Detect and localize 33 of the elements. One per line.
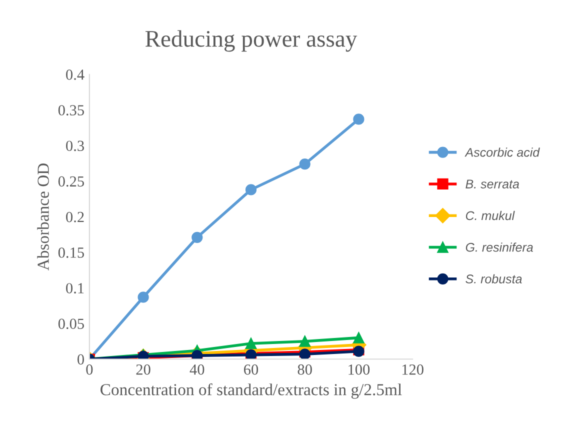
point xyxy=(138,292,149,303)
point xyxy=(299,336,310,347)
legend-label: Ascorbic acid xyxy=(464,148,540,157)
legend-label: G. resinifera xyxy=(466,242,533,252)
x-tick-label: 100 xyxy=(348,364,370,375)
x-tick-label: 20 xyxy=(136,364,150,375)
x-tick-label: 120 xyxy=(402,364,424,375)
point xyxy=(245,338,257,350)
point xyxy=(192,232,203,243)
x-tick-label: 60 xyxy=(244,364,258,375)
y-tick-label: 0.25 xyxy=(58,176,84,187)
legend-label: C. mukul xyxy=(466,210,515,220)
legend-label: B. serrata xyxy=(466,180,520,188)
y-tick-label: 0.4 xyxy=(66,70,84,80)
y-axis-title: Absorbance OD xyxy=(37,164,49,271)
point xyxy=(299,348,310,360)
point xyxy=(353,114,364,125)
x-tick-label: 80 xyxy=(298,364,312,375)
y-tick-label: 0.1 xyxy=(66,283,84,294)
x-axis-title: Concentration of standard/extracts in g/2.5ml xyxy=(100,383,402,399)
y-tick-label: 0.35 xyxy=(58,105,84,116)
x-tick-label: 0 xyxy=(86,364,93,375)
y-tick-label: 0.15 xyxy=(58,247,84,258)
y-tick-label: 0.2 xyxy=(66,212,84,222)
y-tick-label: 0 xyxy=(78,354,84,365)
point xyxy=(353,332,364,344)
point xyxy=(245,184,257,196)
chart-title: Reducing power assay xyxy=(145,30,358,52)
point xyxy=(299,158,310,170)
y-tick-label: 0.3 xyxy=(66,140,84,152)
y-tick-label: 0.05 xyxy=(58,318,84,330)
legend-label: S. robusta xyxy=(466,274,522,284)
x-tick-label: 40 xyxy=(190,364,204,375)
